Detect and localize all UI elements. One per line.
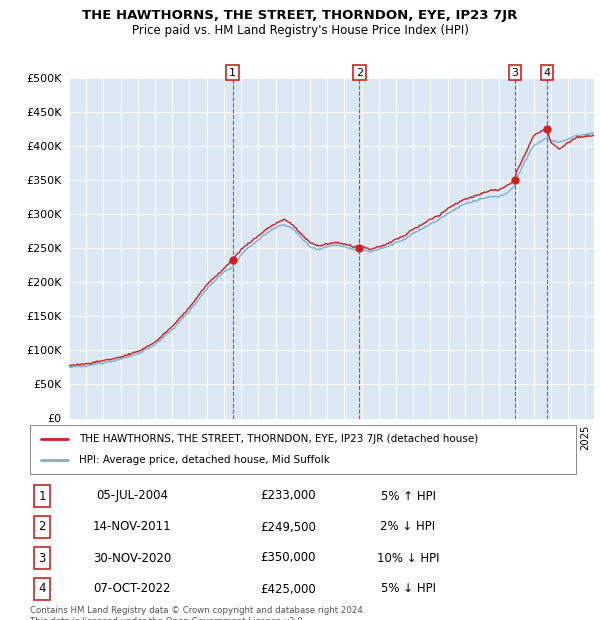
Text: Price paid vs. HM Land Registry's House Price Index (HPI): Price paid vs. HM Land Registry's House … — [131, 24, 469, 37]
Text: £233,000: £233,000 — [260, 490, 316, 502]
Text: 4: 4 — [38, 583, 46, 595]
Text: 07-OCT-2022: 07-OCT-2022 — [93, 583, 171, 595]
Text: 2% ↓ HPI: 2% ↓ HPI — [380, 521, 436, 533]
Text: THE HAWTHORNS, THE STREET, THORNDON, EYE, IP23 7JR: THE HAWTHORNS, THE STREET, THORNDON, EYE… — [82, 9, 518, 22]
Text: 4: 4 — [544, 68, 551, 78]
Text: 5% ↓ HPI: 5% ↓ HPI — [380, 583, 436, 595]
Text: HPI: Average price, detached house, Mid Suffolk: HPI: Average price, detached house, Mid … — [79, 456, 330, 466]
Text: £249,500: £249,500 — [260, 521, 316, 533]
Text: 3: 3 — [512, 68, 518, 78]
Text: £425,000: £425,000 — [260, 583, 316, 595]
Text: 1: 1 — [229, 68, 236, 78]
Text: £350,000: £350,000 — [260, 552, 316, 564]
Text: 05-JUL-2004: 05-JUL-2004 — [96, 490, 168, 502]
Text: 2: 2 — [38, 521, 46, 533]
Text: 10% ↓ HPI: 10% ↓ HPI — [377, 552, 439, 564]
Text: 3: 3 — [38, 552, 46, 564]
Text: 5% ↑ HPI: 5% ↑ HPI — [380, 490, 436, 502]
Text: THE HAWTHORNS, THE STREET, THORNDON, EYE, IP23 7JR (detached house): THE HAWTHORNS, THE STREET, THORNDON, EYE… — [79, 433, 478, 443]
Text: 30-NOV-2020: 30-NOV-2020 — [93, 552, 171, 564]
Text: Contains HM Land Registry data © Crown copyright and database right 2024.
This d: Contains HM Land Registry data © Crown c… — [30, 606, 365, 620]
Text: 2: 2 — [356, 68, 363, 78]
Text: 14-NOV-2011: 14-NOV-2011 — [92, 521, 172, 533]
Text: 1: 1 — [38, 490, 46, 502]
